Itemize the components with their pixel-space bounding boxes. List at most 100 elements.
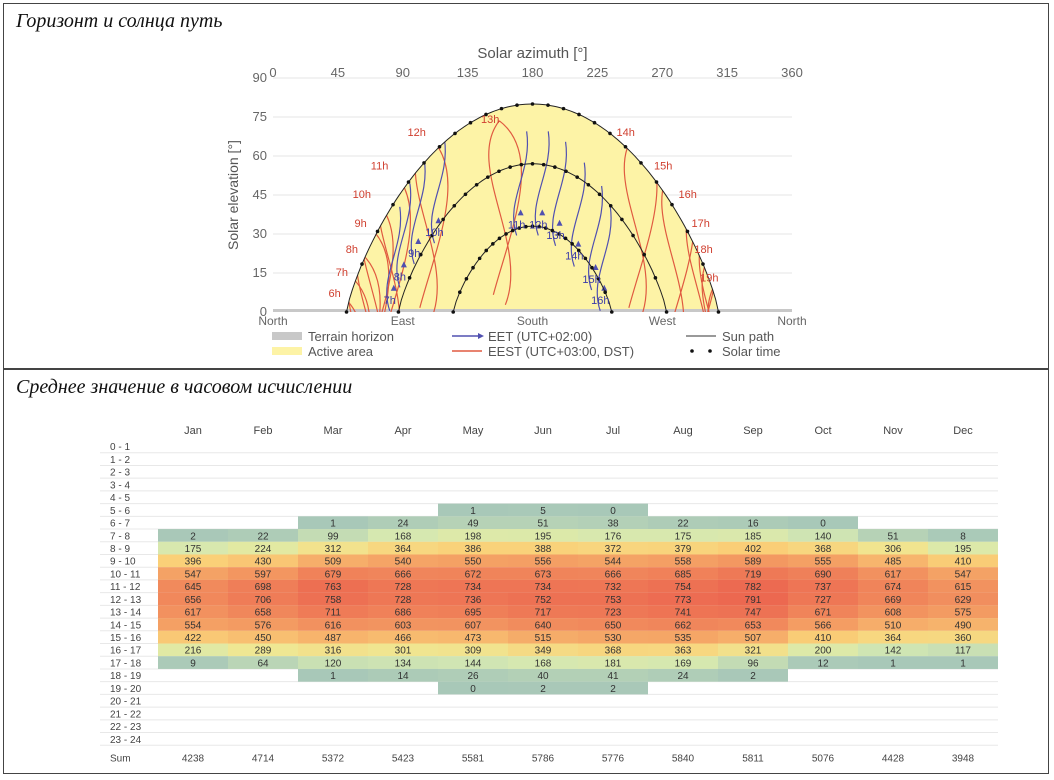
solar-time-dot	[499, 106, 504, 111]
solar-time-dot	[524, 224, 528, 229]
hour-label: 10 - 11	[110, 569, 141, 580]
heat-cell-value: 695	[465, 608, 482, 619]
heat-cell-value: 49	[467, 519, 479, 530]
heat-cell-value: 410	[955, 557, 972, 568]
heat-cell-value: 24	[677, 671, 689, 682]
heat-cell-value: 617	[885, 569, 902, 580]
heat-cell	[368, 529, 438, 542]
eet-analemma	[551, 141, 568, 246]
eest-analemma	[701, 250, 719, 312]
solar-time-dot	[608, 131, 612, 136]
solar-time-dot	[530, 224, 535, 228]
heat-cell-value: 2	[540, 684, 546, 695]
eet-arrow	[592, 264, 599, 270]
heat-cell	[718, 541, 788, 555]
eest-hour-label: 17h	[691, 218, 709, 230]
heat-cell	[718, 618, 788, 631]
heat-cell-value: 773	[675, 595, 692, 606]
heat-cell	[228, 605, 298, 619]
heat-cell	[788, 516, 858, 530]
solar-time-dot	[608, 203, 613, 208]
heat-cell-value: 666	[395, 569, 412, 580]
solar-time-dot	[344, 310, 349, 314]
heat-cell-value: 0	[820, 519, 826, 530]
heat-cell-value: 144	[465, 658, 482, 669]
compass-label: West	[649, 314, 677, 328]
solar-time-dot	[375, 229, 380, 234]
heat-cell	[578, 529, 648, 542]
hour-label: 14 - 15	[110, 620, 142, 631]
solar-time-dot	[590, 265, 594, 270]
heat-cell-value: 741	[675, 608, 692, 619]
heat-cell-value: 629	[955, 595, 972, 606]
heat-cell	[718, 605, 788, 619]
heat-cell-value: 120	[325, 658, 342, 669]
heat-cell	[578, 630, 648, 644]
heat-cell-value: 507	[745, 633, 762, 644]
heat-cell	[858, 605, 928, 619]
heat-cell	[578, 516, 648, 530]
heat-cell-value: 450	[255, 633, 272, 644]
heat-cell-value: 758	[325, 595, 342, 606]
heat-cell	[648, 567, 718, 580]
legend-active-label: Active area	[308, 344, 374, 359]
eet-hour-label: 7h	[384, 295, 396, 307]
heat-cell	[858, 529, 928, 542]
heat-cell	[368, 516, 438, 530]
heat-cell-value: 753	[605, 595, 622, 606]
heat-cell-value: 555	[815, 557, 832, 568]
legend-solartime-dot	[690, 349, 694, 353]
y-tick-label: 60	[253, 148, 267, 163]
heat-cell-value: 607	[465, 620, 482, 631]
hour-label: 5 - 6	[110, 506, 130, 517]
hour-label: 17 - 18	[110, 658, 142, 669]
heat-cell-value: 617	[185, 608, 202, 619]
heat-cell-value: 309	[465, 646, 482, 657]
heat-cell	[858, 618, 928, 631]
solar-time-dot	[463, 192, 468, 197]
heat-cell	[298, 618, 368, 631]
y-axis-label: Solar elevation [°]	[225, 140, 241, 250]
heat-cell	[508, 656, 578, 669]
heat-cell	[788, 630, 858, 644]
heat-cell-value: 216	[185, 646, 202, 657]
heat-cell-value: 723	[605, 608, 622, 619]
eet-arrow	[517, 209, 524, 216]
heat-cell	[648, 643, 718, 657]
heat-cell	[228, 618, 298, 631]
heat-cell-value: 737	[815, 582, 832, 593]
heat-cell	[718, 630, 788, 644]
heat-cell-value: 175	[675, 531, 692, 542]
eest-hour-label: 9h	[354, 218, 366, 230]
heat-cell	[298, 529, 368, 542]
heat-cell-value: 1	[470, 506, 476, 517]
heat-cell	[298, 516, 368, 530]
heat-cell-value: 782	[745, 582, 762, 593]
heat-cell-value: 195	[535, 531, 552, 542]
solar-time-dot	[563, 236, 568, 241]
heat-cell	[228, 529, 298, 542]
hour-label: 8 - 9	[110, 544, 130, 555]
heat-cell-value: 666	[605, 569, 622, 580]
eet-arrow	[400, 261, 407, 268]
eest-hour-label: 6h	[329, 288, 341, 300]
heat-cell-value: 410	[815, 633, 832, 644]
heat-cell-value: 734	[465, 582, 482, 593]
heat-cell-value: 38	[607, 519, 619, 530]
heat-cell	[578, 618, 648, 631]
heat-cell	[438, 630, 508, 644]
heat-cell	[578, 554, 648, 568]
heat-cell	[648, 605, 718, 619]
solar-time-dot	[653, 276, 658, 280]
heat-cell-value: 754	[675, 582, 692, 593]
heat-cell	[648, 630, 718, 644]
heat-cell	[508, 605, 578, 619]
x-tick-label: 180	[522, 65, 544, 80]
heat-cell-value: 168	[395, 531, 412, 542]
heat-cell-value: 363	[675, 646, 692, 657]
heat-cell	[368, 630, 438, 644]
eest-hour-label: 19h	[700, 272, 718, 284]
heat-cell	[648, 554, 718, 568]
heat-cell-value: 51	[887, 531, 899, 542]
y-tick-label: 15	[253, 265, 267, 280]
